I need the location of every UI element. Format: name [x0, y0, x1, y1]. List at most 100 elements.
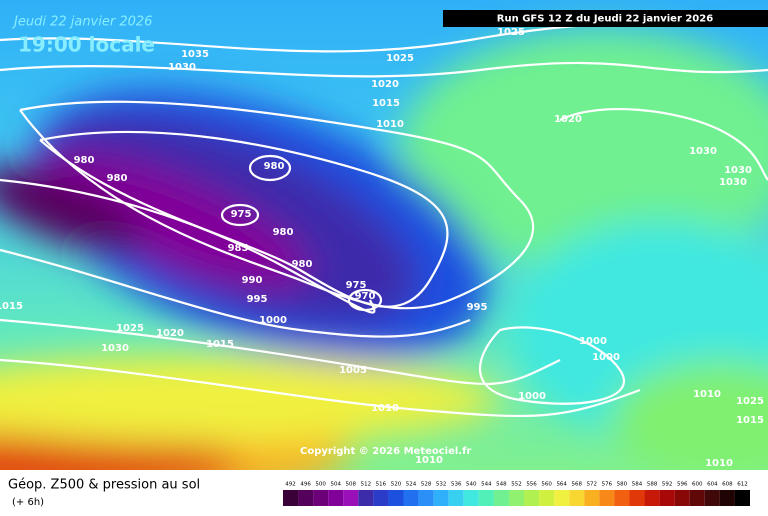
scale-swatch [388, 490, 404, 506]
isobar-label: 1010 [376, 119, 404, 130]
isobar-label: 1030 [168, 62, 196, 73]
scale-swatch [493, 490, 509, 506]
scale-swatch [313, 490, 329, 506]
scale-swatch [539, 490, 555, 506]
scale-label: 560 [541, 482, 552, 488]
scale-label: 528 [421, 482, 432, 488]
scale-swatch [508, 490, 525, 506]
isobar-label: 1035 [181, 49, 209, 60]
isobar-label: 1015 [372, 98, 400, 109]
scale-label: 584 [632, 482, 643, 488]
isobar-label: 1020 [371, 79, 399, 90]
scale-label: 536 [451, 482, 462, 488]
run-label: Run GFS 12 Z du Jeudi 22 janvier 2026 [497, 14, 713, 25]
date-label: Jeudi 22 janvier 2026 [11, 15, 152, 30]
scale-label: 576 [602, 482, 613, 488]
isobar-label: 1000 [592, 352, 620, 363]
isobar-label: 975 [231, 209, 252, 220]
isobar-label: 1005 [339, 365, 367, 376]
isobar-label: 1000 [518, 391, 546, 402]
scale-label: 544 [481, 482, 492, 488]
scale-label: 592 [662, 482, 673, 488]
run-box [443, 10, 768, 27]
scale-label: 500 [315, 482, 326, 488]
isobar-label: 980 [292, 259, 313, 270]
isobar-label: 1010 [371, 403, 399, 414]
scale-label: 588 [647, 482, 658, 488]
scale-swatch [629, 490, 645, 506]
scale-label: 564 [556, 482, 567, 488]
scale-swatch [584, 490, 600, 506]
isobar-label: 1025 [386, 53, 414, 64]
isobar-label: 995 [247, 294, 268, 305]
scale-label: 540 [466, 482, 477, 488]
scale-label: 508 [346, 482, 357, 488]
scale-swatch [298, 490, 314, 506]
isobar-label: 1010 [705, 458, 733, 469]
scale-label: 568 [572, 482, 583, 488]
isobar-label: 1025 [497, 27, 525, 38]
scale-swatch [644, 490, 660, 506]
isobar-label: 1015 [0, 301, 23, 312]
scale-swatch [689, 490, 705, 506]
scale-label: 492 [285, 482, 296, 488]
isobar-label: 1015 [736, 415, 764, 426]
isobar-label: 1030 [689, 146, 717, 157]
scale-label: 580 [617, 482, 628, 488]
scale-label: 512 [361, 482, 372, 488]
isobar-label: 1030 [724, 165, 752, 176]
scale-swatch [524, 490, 540, 506]
isobar-label: 985 [228, 243, 249, 254]
isobar-label: 1000 [259, 315, 287, 326]
scale-swatch [569, 490, 585, 506]
isobar-label: 1020 [554, 114, 582, 125]
isobar-label: 980 [273, 227, 294, 238]
scale-swatch [448, 490, 464, 506]
scale-swatch [463, 490, 479, 506]
scale-swatch [328, 490, 344, 506]
scale-label: 504 [330, 482, 341, 488]
isobar-label: 1030 [719, 177, 747, 188]
scale-swatch [403, 490, 419, 506]
scale-swatch [433, 490, 449, 506]
isobar-label: 1000 [579, 336, 607, 347]
isobar-label: 980 [264, 161, 285, 172]
scale-swatch [554, 490, 570, 506]
isobar-label: 1020 [156, 328, 184, 339]
legend-lead: (+ 6h) [12, 497, 44, 508]
scale-swatch [614, 490, 630, 506]
scale-label: 604 [707, 482, 718, 488]
scale-label: 608 [722, 482, 733, 488]
scale-swatch [719, 490, 735, 506]
scale-swatch [674, 490, 690, 506]
scale-label: 532 [436, 482, 447, 488]
color-scale: 492 496 500 504 508 512 516 520 524 528 532 536 540 5… [283, 482, 750, 506]
scale-label: 520 [391, 482, 402, 488]
scale-swatch [373, 490, 389, 506]
copyright: Copyright © 2026 Meteociel.fr [300, 446, 471, 457]
isobar-label: 1030 [101, 343, 129, 354]
scale-label: 516 [376, 482, 387, 488]
scale-label: 524 [406, 482, 417, 488]
isobar-label: 1010 [693, 389, 721, 400]
scale-swatch [734, 490, 750, 506]
isobar-label: 980 [74, 155, 95, 166]
scale-label: 496 [300, 482, 311, 488]
isobar-label: 995 [467, 302, 488, 313]
scale-swatch [418, 490, 434, 506]
scale-swatch [358, 490, 374, 506]
scale-label: 596 [677, 482, 688, 488]
isobar-label: 1015 [206, 339, 234, 350]
isobar-label: 1025 [116, 323, 144, 334]
scale-label: 612 [737, 482, 748, 488]
scale-swatch [343, 490, 359, 506]
time-label: 19:00 locale [18, 33, 155, 57]
scale-label: 600 [692, 482, 703, 488]
legend-title: Géop. Z500 & pression au sol [8, 478, 200, 493]
scale-label: 548 [496, 482, 507, 488]
scale-swatch [283, 490, 299, 506]
isobar-label: 1010 [415, 455, 443, 466]
scale-swatch [478, 490, 494, 506]
